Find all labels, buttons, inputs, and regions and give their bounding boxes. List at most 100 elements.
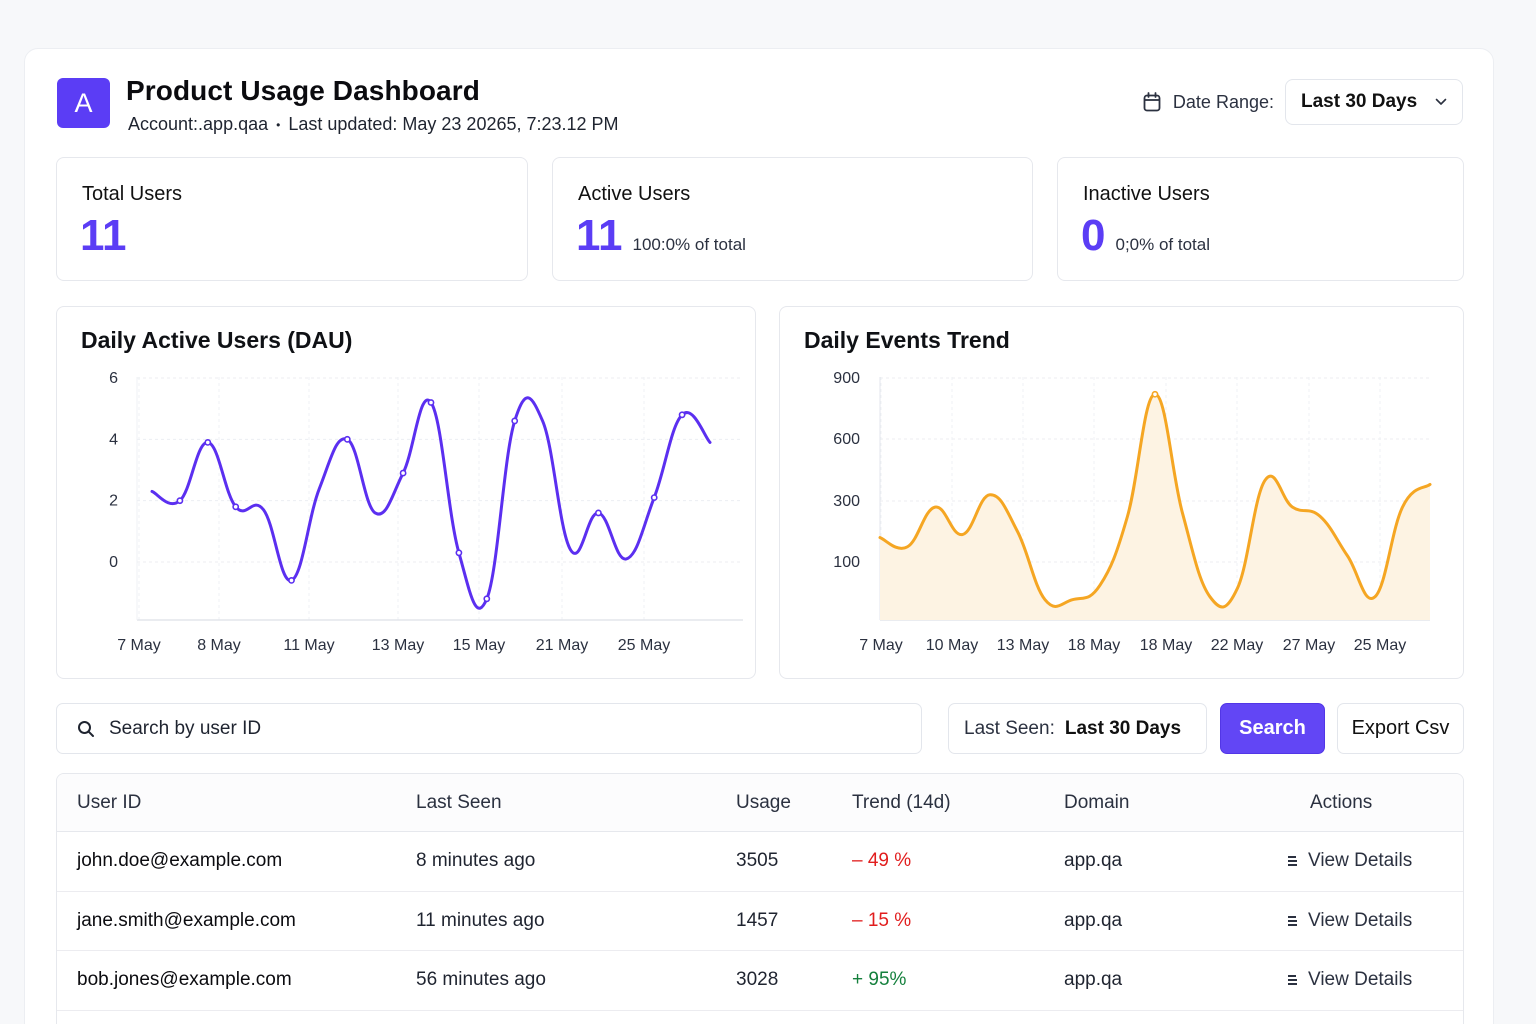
data-point (455, 549, 463, 557)
data-point (204, 438, 212, 446)
data-point (232, 503, 240, 511)
y-tick-label: 2 (109, 493, 118, 510)
x-tick-label: 25 May (618, 637, 670, 654)
cell-domain: app.qa (1064, 850, 1123, 872)
stat-value: 11 (576, 211, 623, 260)
view-details-link[interactable]: View Details (1287, 850, 1412, 872)
export-csv-button[interactable]: Export Csv (1337, 703, 1464, 754)
column-header-domain[interactable]: Domain (1064, 791, 1130, 813)
y-tick-label: 100 (833, 554, 860, 571)
cell-domain: app.qa (1064, 969, 1123, 991)
y-tick-label: 6 (109, 370, 118, 387)
search-input[interactable] (109, 717, 809, 740)
search-icon (78, 720, 94, 737)
cell-trend: + 95% (852, 969, 907, 991)
x-tick-label: 7 May (859, 637, 903, 654)
separator-dot: • (276, 117, 281, 132)
data-point (427, 399, 435, 406)
stat-row: 0 0;0% of total (1081, 214, 1210, 258)
data-point (343, 435, 351, 443)
cell-user-id: bob.jones@example.com (77, 969, 292, 991)
x-tick-label: 21 May (536, 637, 588, 654)
cell-actions: View Details (1287, 892, 1412, 951)
last-updated: Last updated: May 23 20265, 7:23.12 PM (288, 114, 619, 134)
view-details-label: View Details (1308, 969, 1413, 991)
date-range-select[interactable]: Last 30 Days (1285, 79, 1463, 125)
x-tick-label: 7 May (117, 637, 161, 654)
search-button[interactable]: Search (1220, 703, 1325, 754)
column-header-last-seen[interactable]: Last Seen (416, 791, 502, 813)
stat-row: 11 100:0% of total (576, 214, 746, 258)
document-icon (1288, 975, 1297, 986)
events-chart: 900 600 300 100 7 May 10 May 13 May 18 May 18 Ma… (833, 370, 1432, 654)
chevron-down-icon (1435, 98, 1447, 105)
chart-card-dau: Daily Active Users (DAU) 6 4 2 0 7 May 8 May 1… (56, 306, 756, 679)
table-row[interactable]: bob.jones@example.com 56 minutes ago 3028 +… (57, 951, 1463, 1011)
table-row[interactable]: jane.smith@example.com 11 minutes ago 1457… (57, 892, 1463, 951)
stat-sub: 100:0% of total (632, 235, 746, 254)
x-tick-label: 13 May (997, 637, 1049, 654)
logo-letter: A (74, 87, 93, 118)
cell-domain: app.qa (1064, 909, 1123, 931)
stat-sub: 0;0% of total (1115, 235, 1210, 254)
data-point (176, 497, 184, 505)
date-range-control: Date Range: Last 30 Days (1143, 79, 1463, 125)
app-logo: A (57, 78, 110, 128)
column-header-usage[interactable]: Usage (736, 791, 791, 813)
x-tick-label: 15 May (453, 637, 505, 654)
data-point (483, 595, 491, 603)
x-tick-label: 27 May (1283, 637, 1335, 654)
stat-card-inactive-users: Inactive Users 0 0;0% of total (1057, 157, 1464, 281)
stat-label: Inactive Users (1083, 183, 1210, 205)
cell-usage: 3028 (736, 969, 779, 991)
x-tick-label: 11 May (283, 637, 334, 654)
cell-last-seen: 56 minutes ago (416, 969, 546, 991)
date-range-label: Date Range: (1172, 91, 1274, 112)
x-tick-label: 8 May (197, 637, 241, 654)
cell-actions: View Details (1287, 832, 1412, 891)
view-details-label: View Details (1308, 909, 1413, 931)
view-details-link[interactable]: View Details (1287, 969, 1412, 991)
cell-trend: – 49 % (852, 850, 912, 872)
data-point (1151, 390, 1159, 398)
cell-user-id: jane.smith@example.com (77, 909, 296, 931)
column-header-user-id[interactable]: User ID (77, 791, 142, 813)
y-tick-label: 0 (109, 554, 118, 571)
stat-row: 11 (80, 214, 137, 258)
last-seen-label: Last Seen: (964, 717, 1055, 739)
x-tick-label: 18 May (1140, 637, 1192, 654)
stat-card-active-users: Active Users 11 100:0% of total (552, 157, 1033, 281)
stat-label: Total Users (82, 183, 183, 205)
data-point (650, 494, 658, 501)
view-details-label: View Details (1308, 850, 1413, 872)
data-point (288, 576, 295, 584)
data-point (399, 469, 407, 477)
series-line (878, 392, 1432, 609)
document-icon (1288, 915, 1297, 926)
cell-user-id: john.doe@example.com (77, 850, 283, 872)
users-table: User ID Last Seen Usage Trend (14d) Doma… (56, 773, 1464, 1024)
data-point (595, 509, 602, 517)
account-name: Account:.app.qaa (128, 114, 269, 134)
x-tick-label: 22 May (1211, 637, 1263, 654)
series-line (150, 396, 712, 610)
cell-usage: 1457 (736, 909, 779, 931)
column-header-trend[interactable]: Trend (14d) (852, 791, 951, 813)
page-subtitle: Account:.app.qaa • Last updated: May 23 … (128, 114, 619, 135)
date-range-value: Last 30 Days (1301, 91, 1418, 112)
page-title: Product Usage Dashboard (126, 75, 480, 106)
y-tick-label: 600 (833, 431, 860, 448)
calendar-icon (1143, 92, 1161, 112)
stat-value: 11 (80, 211, 127, 260)
table-row[interactable]: john.doe@example.com 8 minutes ago 3505 – 4… (57, 832, 1463, 892)
x-tick-label: 18 May (1068, 637, 1120, 654)
cell-last-seen: 11 minutes ago (416, 909, 545, 931)
stat-value: 0 (1081, 211, 1106, 260)
last-seen-filter[interactable]: Last Seen: Last 30 Days (948, 703, 1207, 754)
table-header: User ID Last Seen Usage Trend (14d) Doma… (57, 774, 1463, 832)
data-point (678, 411, 686, 419)
view-details-link[interactable]: View Details (1287, 910, 1412, 932)
chart-title: Daily Events Trend (804, 327, 1010, 353)
cell-usage: 3505 (736, 850, 779, 872)
data-point (511, 417, 519, 425)
